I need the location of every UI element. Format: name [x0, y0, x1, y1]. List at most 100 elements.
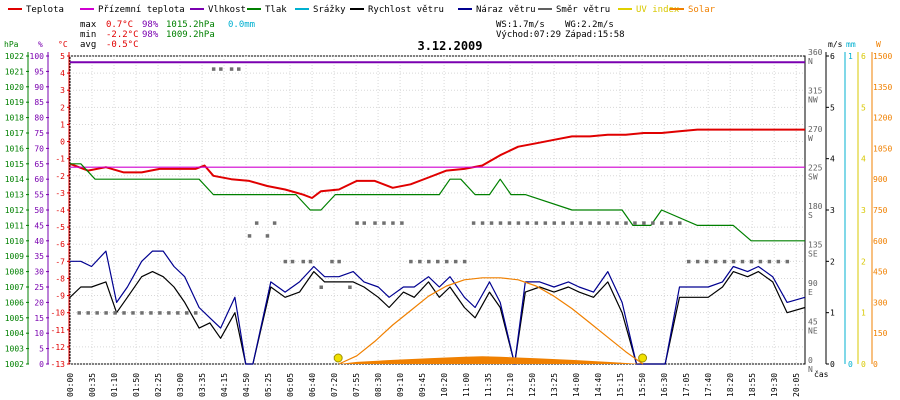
- axis-unit-solar: W: [876, 40, 881, 49]
- x-tick-label: 10:20: [440, 373, 449, 397]
- x-axis-label: čas: [814, 369, 829, 379]
- wind-dir-point: [77, 311, 81, 315]
- wind-dir-point: [301, 259, 306, 264]
- legend-item: UV index: [618, 5, 680, 15]
- stat-avg-temp: -0.5°C: [106, 40, 139, 50]
- wind-dir-point: [149, 311, 153, 315]
- axis-tick-label: 6: [830, 52, 835, 61]
- axis-tick-label: 2: [830, 257, 835, 266]
- x-tick-label: 06:05: [286, 373, 295, 397]
- x-tick-label: 03:35: [198, 373, 207, 397]
- axis-tick-label: 45: [34, 221, 44, 230]
- axis-tick-label: 1: [60, 120, 65, 129]
- x-axis: 00:00 00:35 01:10 01:50 02:25 03:00 03:35 04:15…: [66, 373, 801, 397]
- left-axes: 1002100310041005100610071008100910101011…: [5, 52, 70, 369]
- axis-tick-label: 1017: [5, 129, 24, 138]
- wind-dir-point: [167, 311, 171, 315]
- legend-label: Teplota: [26, 5, 64, 15]
- axis-tick-label: 3: [830, 206, 835, 215]
- x-tick-label: 13:25: [550, 373, 559, 397]
- axis-tick-label: -13: [51, 360, 66, 369]
- stat-min-label: min: [80, 30, 96, 40]
- axis-tick-label: -11: [51, 326, 66, 335]
- legend-label: Tlak: [265, 5, 287, 15]
- axis-tick-label: 40: [34, 237, 44, 246]
- wind-dir-point: [254, 221, 259, 225]
- wind-dir-point: [480, 221, 485, 225]
- wind-dir-point: [606, 221, 610, 225]
- legend-label: Solar: [688, 5, 716, 15]
- wind-dir-label: S: [808, 211, 813, 220]
- wind-dir-point: [265, 234, 270, 238]
- axis-tick-label: 2: [861, 257, 866, 266]
- legend-label: Směr větru: [556, 5, 610, 15]
- wind-dir-label: NW: [808, 96, 818, 105]
- axis-tick-label: 1005: [5, 314, 24, 323]
- axis-tick-label: -5: [55, 223, 65, 232]
- axis-tick-label: 55: [34, 191, 44, 200]
- wind-dir-point: [319, 285, 323, 289]
- axis-tick-label: 0: [39, 360, 44, 369]
- x-tick-label: 09:10: [396, 373, 405, 397]
- axis-tick-label: 1013: [5, 191, 24, 200]
- wind-dir-point: [516, 221, 521, 225]
- wind-dir-point: [740, 259, 745, 264]
- series-line: [70, 250, 806, 365]
- wind-dir-label: N: [808, 365, 813, 374]
- sunset-time: Západ:15:58: [565, 30, 625, 40]
- uv-marker: [333, 353, 343, 363]
- wind-dir-point: [489, 221, 494, 225]
- stat-max-hum: 98%: [142, 20, 159, 30]
- wind-dir-point: [525, 221, 530, 225]
- x-tick-label: 15:50: [638, 373, 647, 397]
- axis-tick-label: 95: [34, 67, 44, 76]
- plot-area: [69, 61, 806, 365]
- x-tick-label: 03:00: [176, 373, 185, 397]
- axis-tick-label: 1019: [5, 98, 24, 107]
- axis-unit-hpa: hPa: [4, 40, 19, 49]
- wind-dir-degree: 90: [808, 279, 818, 288]
- axis-tick-label: 65: [34, 160, 44, 169]
- wind-dir-point: [749, 259, 754, 264]
- axis-tick-label: 150: [873, 329, 888, 338]
- grid: [69, 55, 806, 365]
- x-tick-label: 06:40: [308, 373, 317, 397]
- wind-dir-point: [355, 221, 359, 225]
- axis-tick-label: 50: [34, 206, 44, 215]
- axis-tick-label: 10: [34, 329, 44, 338]
- legend-item: Teplota: [8, 5, 64, 15]
- wind-dir-point: [283, 259, 288, 264]
- wind-dir-point: [543, 221, 548, 225]
- x-tick-label: 01:50: [132, 373, 141, 397]
- wind-dir-point: [391, 221, 395, 225]
- axis-tick-label: -6: [55, 240, 65, 249]
- wind-dir-point: [695, 259, 700, 264]
- axis-tick-label: 0: [830, 360, 835, 369]
- wind-dir-degree: 360: [808, 48, 823, 57]
- axis-tick-label: -10: [51, 309, 66, 318]
- axis-tick-label: 450: [873, 268, 888, 277]
- axis-tick-label: 1050: [873, 144, 892, 153]
- axis-tick-label: 1: [848, 52, 853, 61]
- wind-dir-point: [704, 259, 709, 264]
- axis-tick-label: 1014: [5, 175, 24, 184]
- uv-marker: [638, 353, 648, 363]
- stat-min-hum: 98%: [142, 30, 159, 40]
- axis-tick-label: 1012: [5, 206, 24, 215]
- legend-item: Rychlost větru: [350, 5, 444, 15]
- axis-tick-label: 1: [861, 309, 866, 318]
- axis-tick-label: 3: [60, 86, 65, 95]
- axis-tick-label: 1200: [873, 114, 892, 123]
- x-tick-label: 01:10: [110, 373, 119, 397]
- axis-tick-label: 4: [861, 155, 866, 164]
- wind-dir-point: [642, 221, 646, 225]
- x-tick-label: 18:20: [726, 373, 735, 397]
- legend-label: UV index: [636, 5, 680, 15]
- wind-dir-point: [330, 259, 334, 264]
- sunrise-time: Východ:07:29: [496, 30, 561, 40]
- axis-tick-label: 2: [60, 103, 65, 112]
- x-tick-label: 00:00: [66, 373, 75, 397]
- axis-tick-label: 15: [34, 314, 44, 323]
- series-line: [70, 163, 805, 242]
